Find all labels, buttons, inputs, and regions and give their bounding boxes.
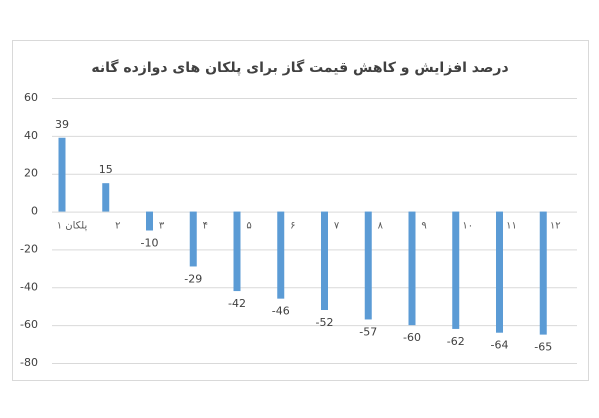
x-tick-label: ۱۰ bbox=[462, 221, 473, 232]
data-label: -42 bbox=[228, 297, 246, 310]
data-label: 39 bbox=[55, 118, 69, 131]
bar bbox=[408, 211, 416, 326]
data-label: -57 bbox=[359, 325, 377, 338]
data-label: -62 bbox=[447, 335, 465, 348]
data-label: -60 bbox=[403, 331, 421, 344]
data-label: -46 bbox=[272, 305, 290, 318]
y-tick-label: 60 bbox=[24, 91, 38, 104]
x-tick-label: ۹ bbox=[421, 221, 426, 232]
bar bbox=[58, 137, 66, 212]
y-tick-label: 40 bbox=[24, 129, 38, 142]
bar bbox=[496, 211, 503, 333]
chart-title: درصد افزایش و کاهش قیمت گاز برای پلکان ه… bbox=[91, 59, 508, 76]
x-tick-label: ۵ bbox=[246, 221, 251, 232]
y-tick-label: -80 bbox=[20, 356, 38, 369]
bar bbox=[233, 211, 241, 292]
x-tick-label: ۴ bbox=[203, 221, 208, 232]
bar bbox=[321, 211, 328, 310]
x-tick-label: ۱۱ bbox=[506, 221, 517, 232]
x-tick-label: ۶ bbox=[290, 221, 295, 232]
y-tick-label: 0 bbox=[31, 205, 38, 218]
y-tick-label: -20 bbox=[20, 242, 38, 255]
x-tick-label: ۱۲ bbox=[550, 221, 561, 232]
data-label: 15 bbox=[99, 163, 113, 176]
x-tick-label: ۳ bbox=[159, 221, 165, 232]
data-label: -64 bbox=[491, 339, 509, 352]
bar bbox=[189, 211, 197, 267]
x-tick-label: ۸ bbox=[378, 221, 384, 232]
x-tick-label: ۷ bbox=[334, 221, 340, 232]
y-tick-label: 20 bbox=[24, 167, 38, 180]
y-tick-label: -40 bbox=[20, 280, 38, 293]
data-label: -10 bbox=[141, 237, 159, 250]
bar bbox=[277, 211, 285, 299]
data-label: -65 bbox=[534, 341, 552, 354]
bar bbox=[146, 211, 153, 231]
bar bbox=[364, 211, 372, 320]
y-tick-label: -60 bbox=[20, 318, 38, 331]
data-label: -52 bbox=[316, 316, 334, 329]
bar bbox=[452, 211, 460, 329]
x-tick-label: پلکان ۱ bbox=[57, 221, 88, 232]
bar bbox=[102, 183, 110, 212]
data-label: -29 bbox=[184, 272, 202, 285]
bar bbox=[539, 211, 547, 335]
x-tick-label: ۲ bbox=[115, 221, 120, 232]
